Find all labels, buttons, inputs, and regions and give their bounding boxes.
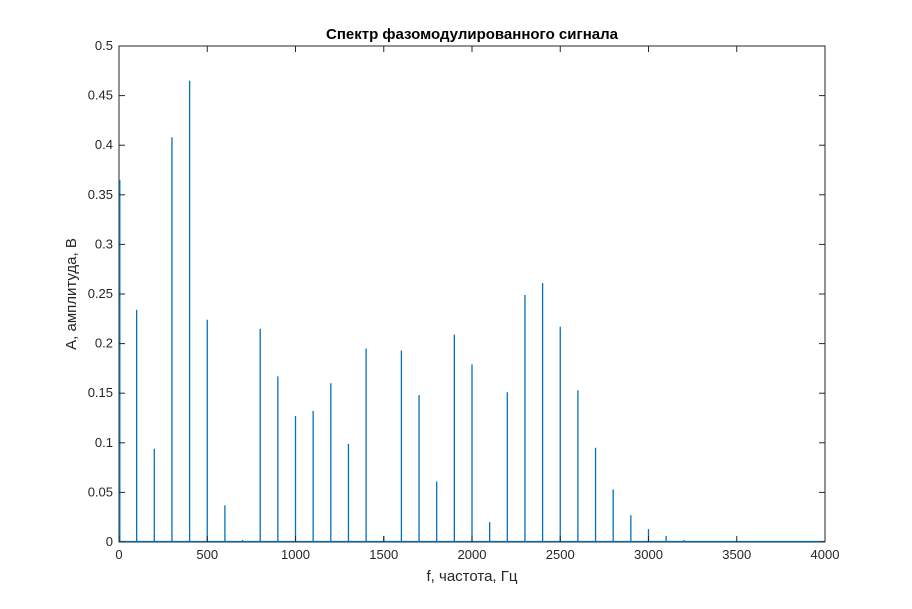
y-tick-label: 0.4 <box>95 137 113 152</box>
x-axis-label: f, частота, Гц <box>427 568 518 585</box>
x-tick-label: 3500 <box>722 547 751 562</box>
y-tick-label: 0.45 <box>88 88 113 103</box>
x-tick-label: 2000 <box>458 547 487 562</box>
x-tick-label: 1500 <box>369 547 398 562</box>
chart-title: Спектр фазомодулированного сигнала <box>326 26 619 43</box>
y-tick-label: 0.3 <box>95 236 113 251</box>
y-axis-label: A, амплитуда, В <box>63 238 80 350</box>
x-tick-label: 2500 <box>546 547 575 562</box>
y-tick-label: 0.2 <box>95 336 113 351</box>
x-axis-ticks: 0 500 1000 1500 2000 2500 3000 3500 4000 <box>115 46 839 562</box>
y-tick-label: 0.15 <box>88 385 113 400</box>
y-tick-label: 0.35 <box>88 187 113 202</box>
y-tick-label: 0 <box>106 534 113 549</box>
y-axis-ticks: 0 0.05 0.1 0.15 0.2 0.25 0.3 0.35 0.4 0.45 0.5 <box>88 38 825 549</box>
x-tick-label: 0 <box>115 547 122 562</box>
x-tick-label: 1000 <box>281 547 310 562</box>
x-tick-label: 4000 <box>811 547 840 562</box>
x-tick-label: 3000 <box>634 547 663 562</box>
y-tick-label: 0.25 <box>88 286 113 301</box>
x-tick-label: 500 <box>196 547 218 562</box>
y-tick-label: 0.05 <box>88 484 113 499</box>
y-tick-label: 0.1 <box>95 435 113 450</box>
y-tick-label: 0.5 <box>95 38 113 53</box>
